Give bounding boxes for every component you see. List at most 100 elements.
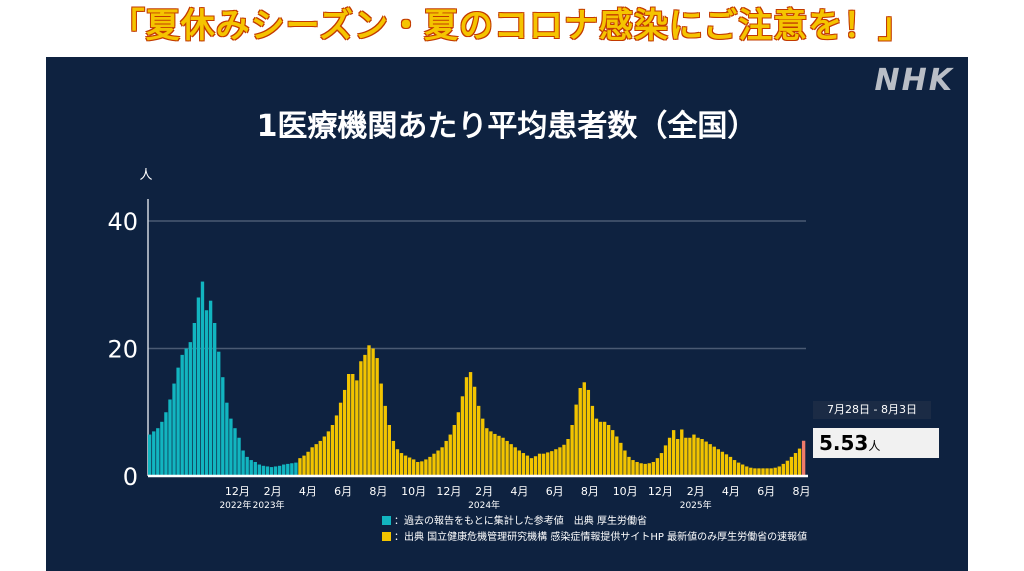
bar	[184, 348, 188, 476]
x-tick-label: 8月	[369, 485, 387, 498]
year-label: 2023年	[253, 499, 285, 511]
bar	[168, 399, 172, 476]
bar	[485, 428, 489, 476]
bar	[667, 437, 672, 476]
bar	[472, 386, 477, 476]
bar	[663, 445, 668, 476]
x-tick-label: 2月	[264, 485, 282, 498]
bar	[704, 441, 708, 476]
x-tick-label: 4月	[722, 485, 740, 498]
legend-label: ：過去の報告をもとに集計した参考値 出典 厚生労働省	[394, 516, 647, 527]
bar	[598, 421, 603, 476]
bar	[481, 418, 485, 477]
bar	[578, 388, 582, 476]
bar	[586, 389, 591, 476]
tooltip-value: 5.53	[819, 431, 869, 455]
bar	[294, 462, 298, 476]
bar	[456, 412, 461, 476]
bar	[395, 449, 400, 476]
bar	[477, 405, 481, 477]
y-tick-label: 40	[107, 208, 138, 236]
bar	[302, 455, 306, 476]
bar	[176, 367, 180, 477]
bar	[269, 467, 274, 476]
year-label: 2024年	[468, 499, 500, 511]
bar	[655, 458, 660, 476]
bar	[253, 461, 257, 476]
legend-label: ：出典 国立健康危機管理研究機構 感染症情報提供サイトHP 最新値のみ厚生労働省…	[394, 532, 808, 543]
bar	[533, 456, 538, 476]
bar	[338, 402, 343, 476]
bar	[680, 429, 684, 476]
bar	[152, 431, 156, 477]
bar	[334, 415, 339, 476]
chart-title: 1医療機関あたり平均患者数（全国）	[256, 109, 758, 144]
bar	[424, 459, 428, 476]
legend-item-reference: ：過去の報告をもとに集計した参考値 出典 厚生労働省	[382, 515, 647, 529]
bar	[741, 464, 745, 476]
bar	[537, 453, 542, 476]
x-tick-label: 2月	[475, 485, 493, 498]
bar	[420, 461, 424, 476]
bar	[716, 449, 720, 476]
bar	[261, 465, 266, 476]
bar	[623, 450, 627, 476]
bar	[245, 456, 249, 477]
bar	[749, 467, 753, 476]
bar	[606, 425, 611, 476]
bar	[801, 440, 806, 476]
bar	[265, 466, 270, 476]
x-tick-label: 2月	[687, 485, 705, 498]
bar	[148, 434, 152, 476]
bar	[627, 456, 631, 477]
bar	[745, 466, 749, 476]
bar	[306, 451, 310, 476]
bar	[180, 354, 184, 477]
bar	[204, 310, 209, 476]
bar	[615, 436, 619, 476]
tooltip-date: 7月28日 - 8月3日	[813, 401, 931, 419]
bar	[509, 444, 513, 477]
bar	[789, 456, 794, 477]
bar	[647, 463, 651, 476]
bar	[196, 297, 201, 476]
bar	[188, 342, 192, 477]
bar	[643, 463, 647, 476]
bar	[330, 425, 335, 476]
bar	[359, 361, 363, 476]
bar	[407, 457, 412, 476]
nhk-logo: NHK	[874, 63, 954, 98]
x-tick-label: 12月	[436, 485, 461, 498]
x-tick-label: 12月	[648, 485, 673, 498]
bar	[692, 434, 696, 476]
bar	[217, 351, 221, 476]
bar	[728, 456, 733, 477]
bar	[777, 466, 781, 476]
bar	[464, 377, 469, 476]
x-tick-label: 10月	[613, 485, 638, 498]
bar	[602, 421, 607, 476]
legend-swatch-cyan	[382, 516, 391, 525]
bar	[440, 447, 444, 476]
year-label: 2025年	[680, 499, 712, 511]
bar	[574, 404, 578, 476]
bar	[619, 442, 623, 476]
tooltip-unit: 人	[868, 439, 881, 453]
bar	[468, 372, 473, 476]
bar	[546, 452, 550, 476]
bar	[351, 374, 355, 476]
x-tick-label: 8月	[581, 485, 599, 498]
x-tick-label: 6月	[757, 485, 775, 498]
bar	[399, 453, 404, 476]
bar	[322, 436, 327, 476]
bar	[493, 433, 497, 476]
bar	[769, 468, 773, 476]
bar	[712, 446, 716, 476]
x-tick-label: 6月	[334, 485, 352, 498]
bar	[700, 439, 704, 476]
bar	[541, 453, 546, 476]
bar	[781, 463, 785, 476]
bar	[765, 468, 769, 476]
bar	[428, 456, 432, 477]
bar	[582, 382, 586, 476]
